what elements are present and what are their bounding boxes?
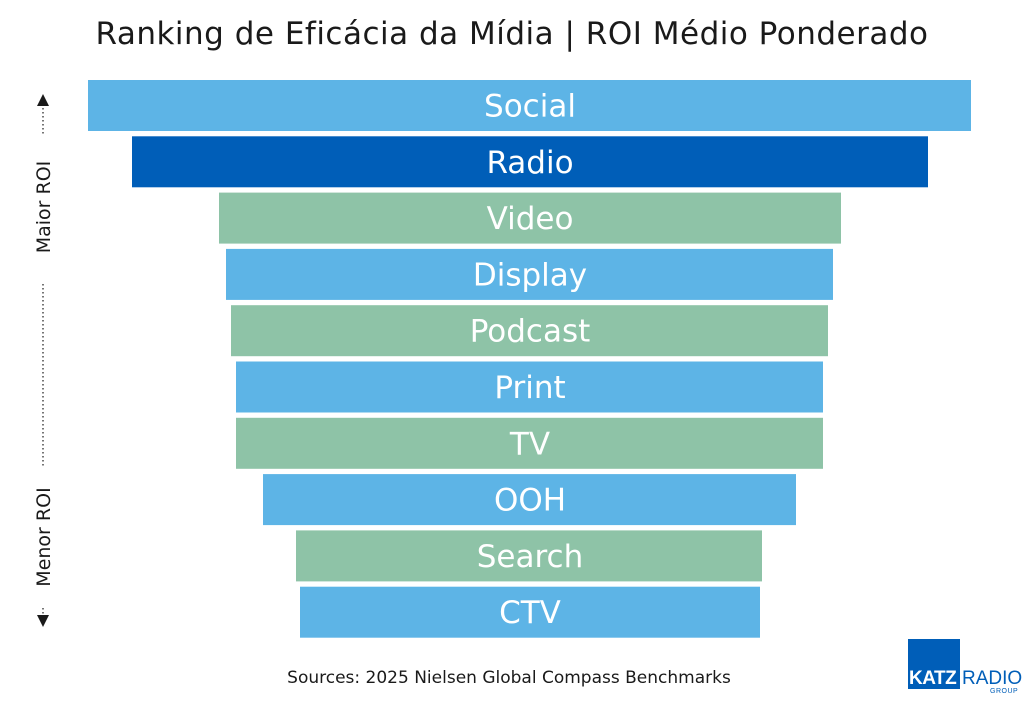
axis-up-arrow — [37, 94, 49, 106]
bar-label-podcast: Podcast — [470, 314, 591, 350]
bar-radio — [132, 136, 928, 188]
roi-axis: Maior ROI Menor ROI — [31, 94, 55, 627]
bar-print — [236, 361, 823, 413]
axis-top-label: Maior ROI — [33, 161, 55, 254]
bar-podcast — [231, 305, 828, 357]
bar-label-display: Display — [473, 257, 587, 293]
chart-title: Ranking de Eficácia da Mídia | ROI Médio… — [95, 16, 929, 52]
bar-label-video: Video — [487, 201, 574, 237]
axis-down-arrow — [37, 615, 49, 627]
bar-search — [296, 530, 762, 582]
bar-label-radio: Radio — [486, 145, 573, 181]
axis-bottom-label-gap — [31, 466, 55, 608]
bar-label-search: Search — [477, 539, 584, 575]
bars-group: Social Radio Video Display Podcast Print TV OOH… — [88, 80, 971, 638]
bar-display — [226, 248, 833, 300]
logo-radio-text: RADIO — [962, 668, 1023, 689]
bar-video — [219, 192, 841, 244]
logo-katz-text: KATZ — [909, 668, 957, 689]
logo-box — [908, 639, 960, 689]
bar-label-tv: TV — [509, 426, 550, 462]
source-note: Sources: 2025 Nielsen Global Compass Ben… — [287, 668, 731, 688]
bar-label-ctv: CTV — [499, 595, 561, 631]
axis-bottom-label: Menor ROI — [33, 487, 55, 586]
bar-social — [88, 80, 971, 131]
bar-label-ooh: OOH — [494, 483, 566, 519]
axis-top-label-gap — [31, 136, 55, 282]
bar-tv — [236, 417, 823, 469]
bar-ctv — [300, 586, 760, 638]
bar-label-print: Print — [494, 370, 565, 406]
bar-label-social: Social — [484, 89, 576, 125]
logo-group-text: GROUP — [990, 688, 1019, 695]
katz-radio-logo: KATZ RADIO GROUP — [908, 639, 1023, 695]
bar-ooh — [263, 474, 796, 526]
